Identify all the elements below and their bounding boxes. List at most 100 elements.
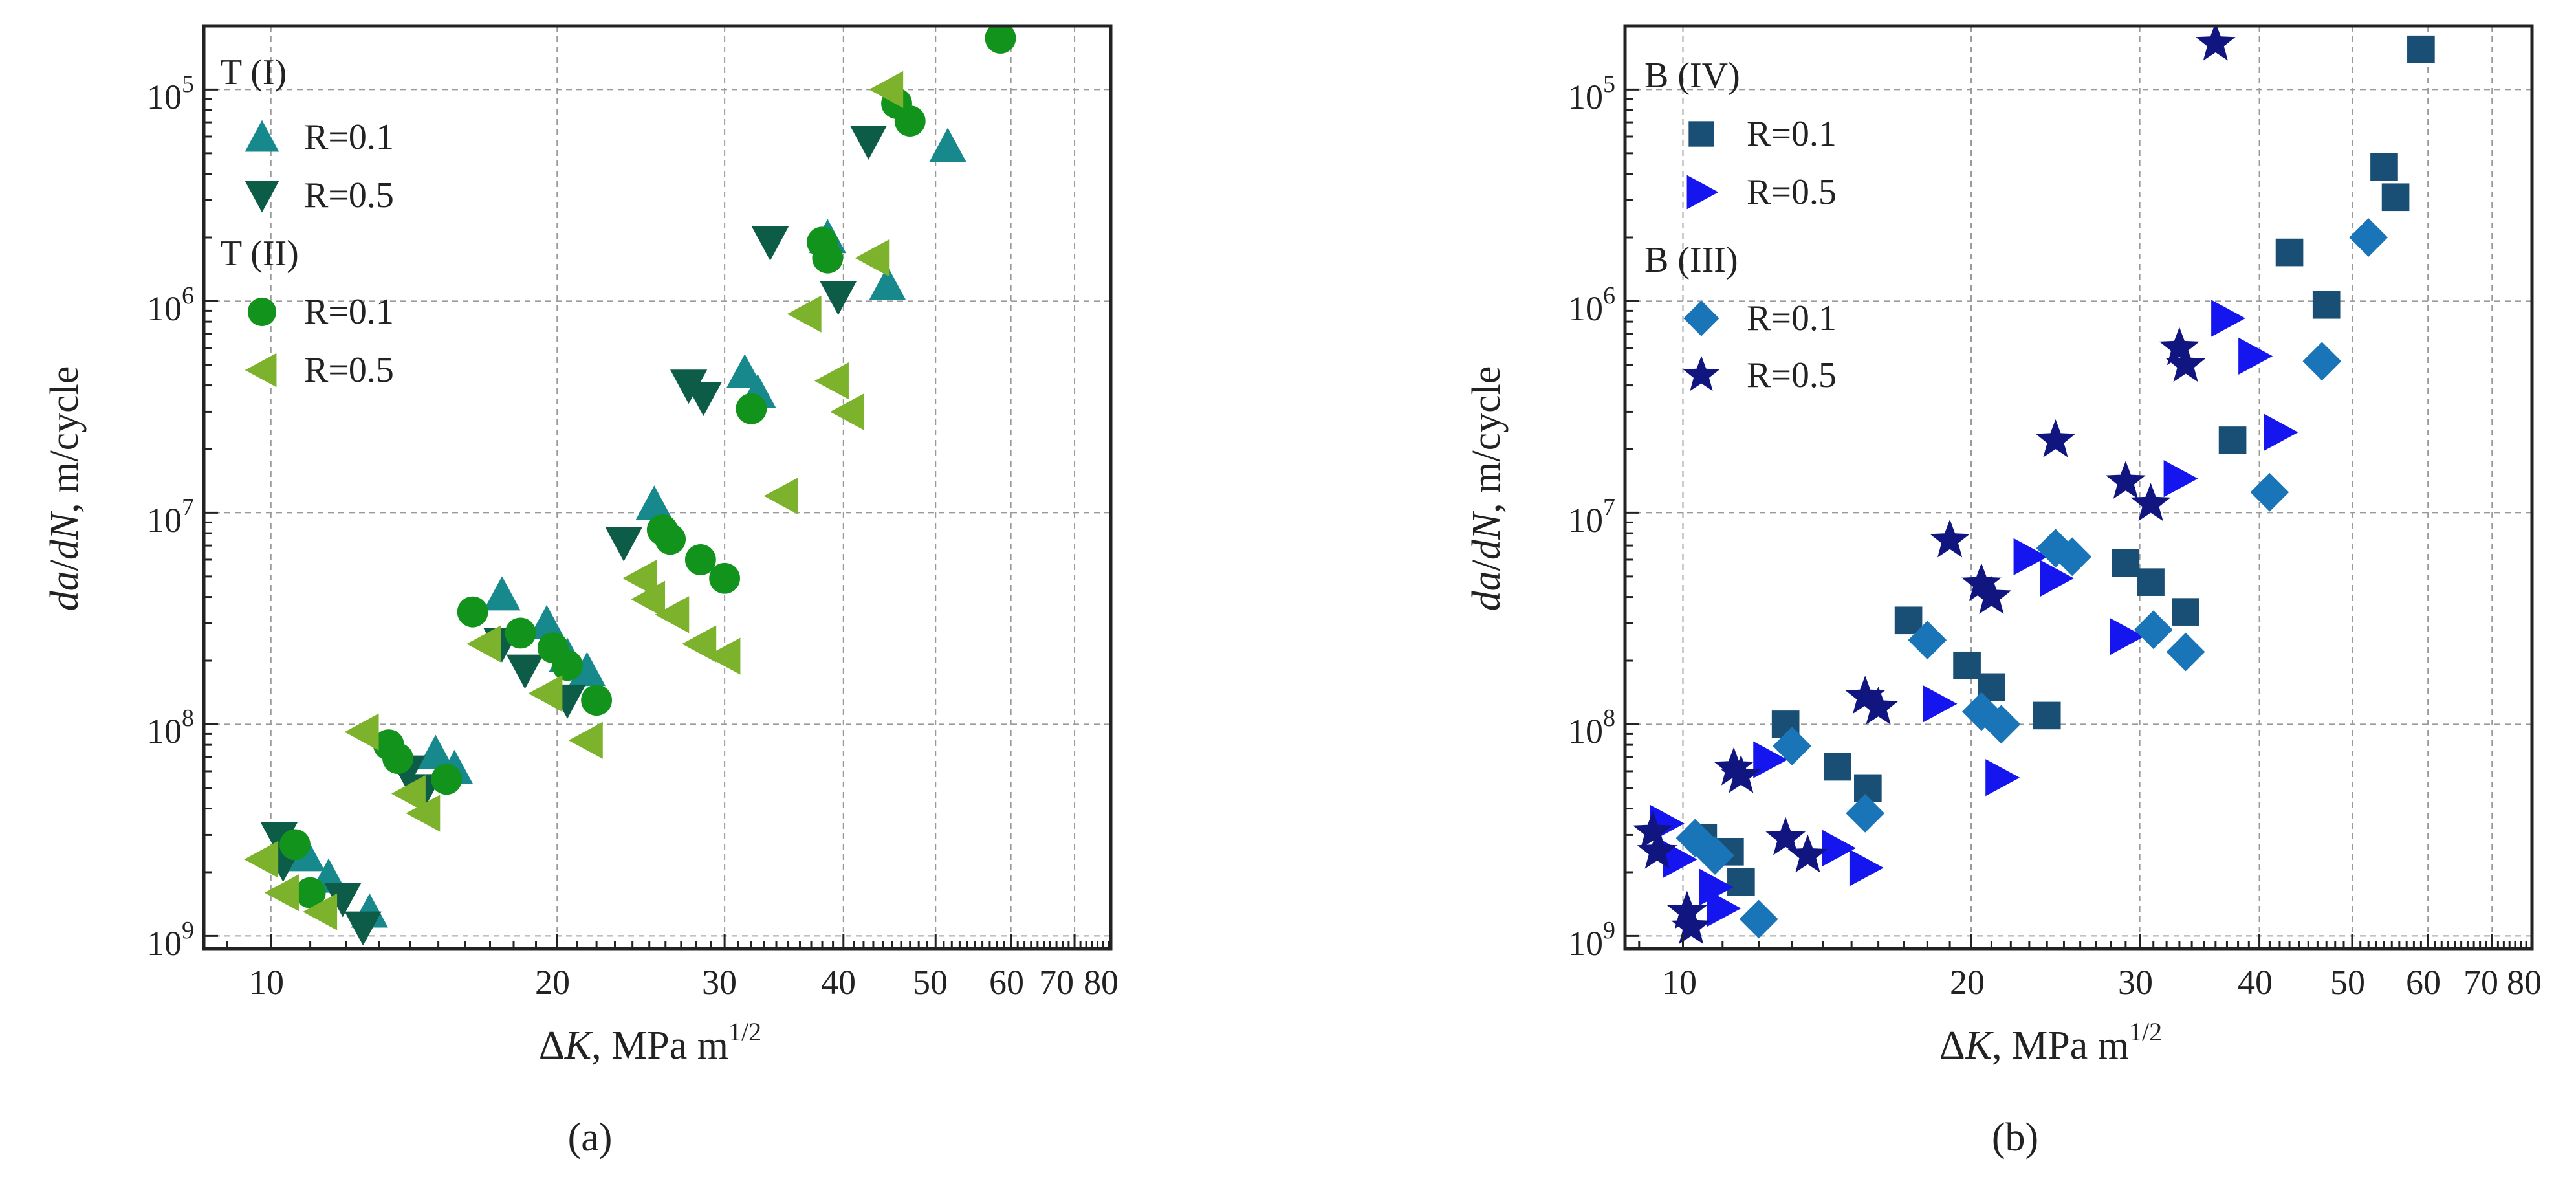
- data-point: [1923, 685, 1958, 723]
- series-b-3: [1675, 218, 2388, 939]
- data-point: [2407, 35, 2435, 63]
- series-b-4: [1633, 0, 2236, 945]
- data-point: [820, 281, 857, 316]
- legend-b: B (IV) R=0.1 R=0.5 B (III) R=0.1 R=0.5: [1644, 56, 1837, 395]
- data-point: [528, 675, 563, 712]
- data-point: [763, 477, 798, 515]
- x-tick-label-b-30: 30: [2118, 963, 2153, 1002]
- data-point: [655, 596, 690, 633]
- data-point: [1696, 836, 1734, 875]
- data-points-a: [244, 0, 1016, 946]
- data-point: [568, 652, 606, 687]
- series-a-4: [244, 71, 904, 930]
- legend-group-title-b-2: B (III): [1644, 240, 1738, 280]
- data-point: [684, 544, 716, 575]
- data-point: [682, 625, 717, 663]
- data-point: [1707, 890, 1741, 927]
- legend-label-a-4: R=0.5: [304, 350, 394, 390]
- data-point: [709, 562, 741, 594]
- data-point: [1824, 753, 1851, 781]
- data-points-b: [1633, 0, 2435, 945]
- data-point: [948, 0, 979, 4]
- x-tick-label-a-10: 10: [249, 963, 284, 1002]
- data-point: [787, 295, 822, 333]
- data-point: [855, 239, 890, 277]
- y-tick-label-b-1e8: 108: [1568, 705, 1615, 751]
- legend-marker: [245, 120, 279, 152]
- plot-frame-b: [1623, 24, 2534, 951]
- x-axis-title-b: ΔK, MPa m1/2: [1939, 1017, 2162, 1068]
- data-point: [1671, 906, 1712, 945]
- data-point: [1846, 793, 1885, 833]
- data-point: [2134, 610, 2173, 650]
- data-point: [1985, 759, 2020, 797]
- data-point: [324, 883, 362, 918]
- x-tick-label-a-40: 40: [821, 963, 856, 1002]
- data-point: [812, 242, 844, 274]
- data-point: [1908, 621, 1947, 660]
- x-tick-label-b-80: 80: [2507, 963, 2542, 1002]
- y-tick-label-a-1e9: 109: [147, 917, 194, 963]
- data-point: [2172, 598, 2199, 626]
- y-tick-label-a-1e7: 107: [147, 494, 194, 540]
- data-point: [655, 523, 686, 555]
- data-point: [830, 393, 865, 431]
- data-point: [2190, 0, 2230, 23]
- data-point: [736, 393, 767, 424]
- data-point: [265, 874, 299, 912]
- data-point: [344, 911, 382, 946]
- data-point: [1637, 830, 1677, 869]
- data-point: [2218, 426, 2247, 454]
- data-point: [2275, 238, 2304, 267]
- legend-marker: [1686, 175, 1719, 210]
- data-point: [2163, 460, 2198, 498]
- legend-label-a-1: R=0.1: [304, 117, 394, 157]
- y-tick-label-b-1e5: 105: [1568, 71, 1615, 116]
- data-point: [1981, 705, 2021, 744]
- data-point: [622, 560, 657, 597]
- grid-lines-a: [204, 26, 1111, 949]
- panel-caption-a: (a): [568, 1116, 613, 1160]
- legend-a: T (I) R=0.1 R=0.5 T (II) R=0.1 R=0.5: [220, 52, 394, 390]
- data-point: [2211, 300, 2246, 337]
- legend-label-b-2: R=0.5: [1747, 172, 1837, 212]
- data-point: [505, 617, 536, 649]
- legend-label-b-4: R=0.5: [1747, 355, 1837, 395]
- x-tick-label-a-60: 60: [989, 963, 1024, 1002]
- plot-frame-a: [202, 24, 1113, 951]
- x-axis-title-a: ΔK, MPa m1/2: [539, 1017, 761, 1068]
- data-point: [1849, 849, 1884, 886]
- data-point: [528, 604, 565, 639]
- data-point: [985, 26, 1016, 54]
- legend-label-b-3: R=0.1: [1747, 298, 1837, 338]
- data-point: [1773, 727, 1812, 765]
- data-point: [1953, 651, 1981, 679]
- data-point: [552, 650, 583, 681]
- data-point: [1753, 741, 1788, 778]
- data-point: [506, 654, 544, 689]
- data-point: [1971, 576, 2012, 614]
- data-point: [1663, 841, 1697, 878]
- data-point: [417, 734, 454, 769]
- y-axis-title-b: da/dN, m/cycle: [1465, 366, 1509, 611]
- x-tick-label-b-40: 40: [2238, 963, 2273, 1002]
- legend-marker: [245, 353, 277, 388]
- data-point: [1667, 890, 1707, 929]
- panel-caption-b: (b): [1992, 1116, 2038, 1160]
- data-point: [631, 580, 666, 618]
- data-point: [2165, 344, 2206, 382]
- data-point: [344, 713, 379, 751]
- data-point: [684, 382, 722, 417]
- data-point: [635, 485, 673, 520]
- data-point: [2381, 183, 2410, 212]
- data-point: [706, 637, 741, 675]
- data-point: [1930, 519, 1970, 558]
- data-point: [483, 576, 521, 611]
- data-point: [2035, 419, 2076, 457]
- legend-marker: [1688, 121, 1714, 147]
- data-point: [391, 775, 426, 813]
- data-point: [869, 265, 906, 300]
- data-point: [406, 795, 441, 832]
- data-point: [1739, 899, 1778, 939]
- legend-group-title-a-1: T (I): [220, 52, 287, 93]
